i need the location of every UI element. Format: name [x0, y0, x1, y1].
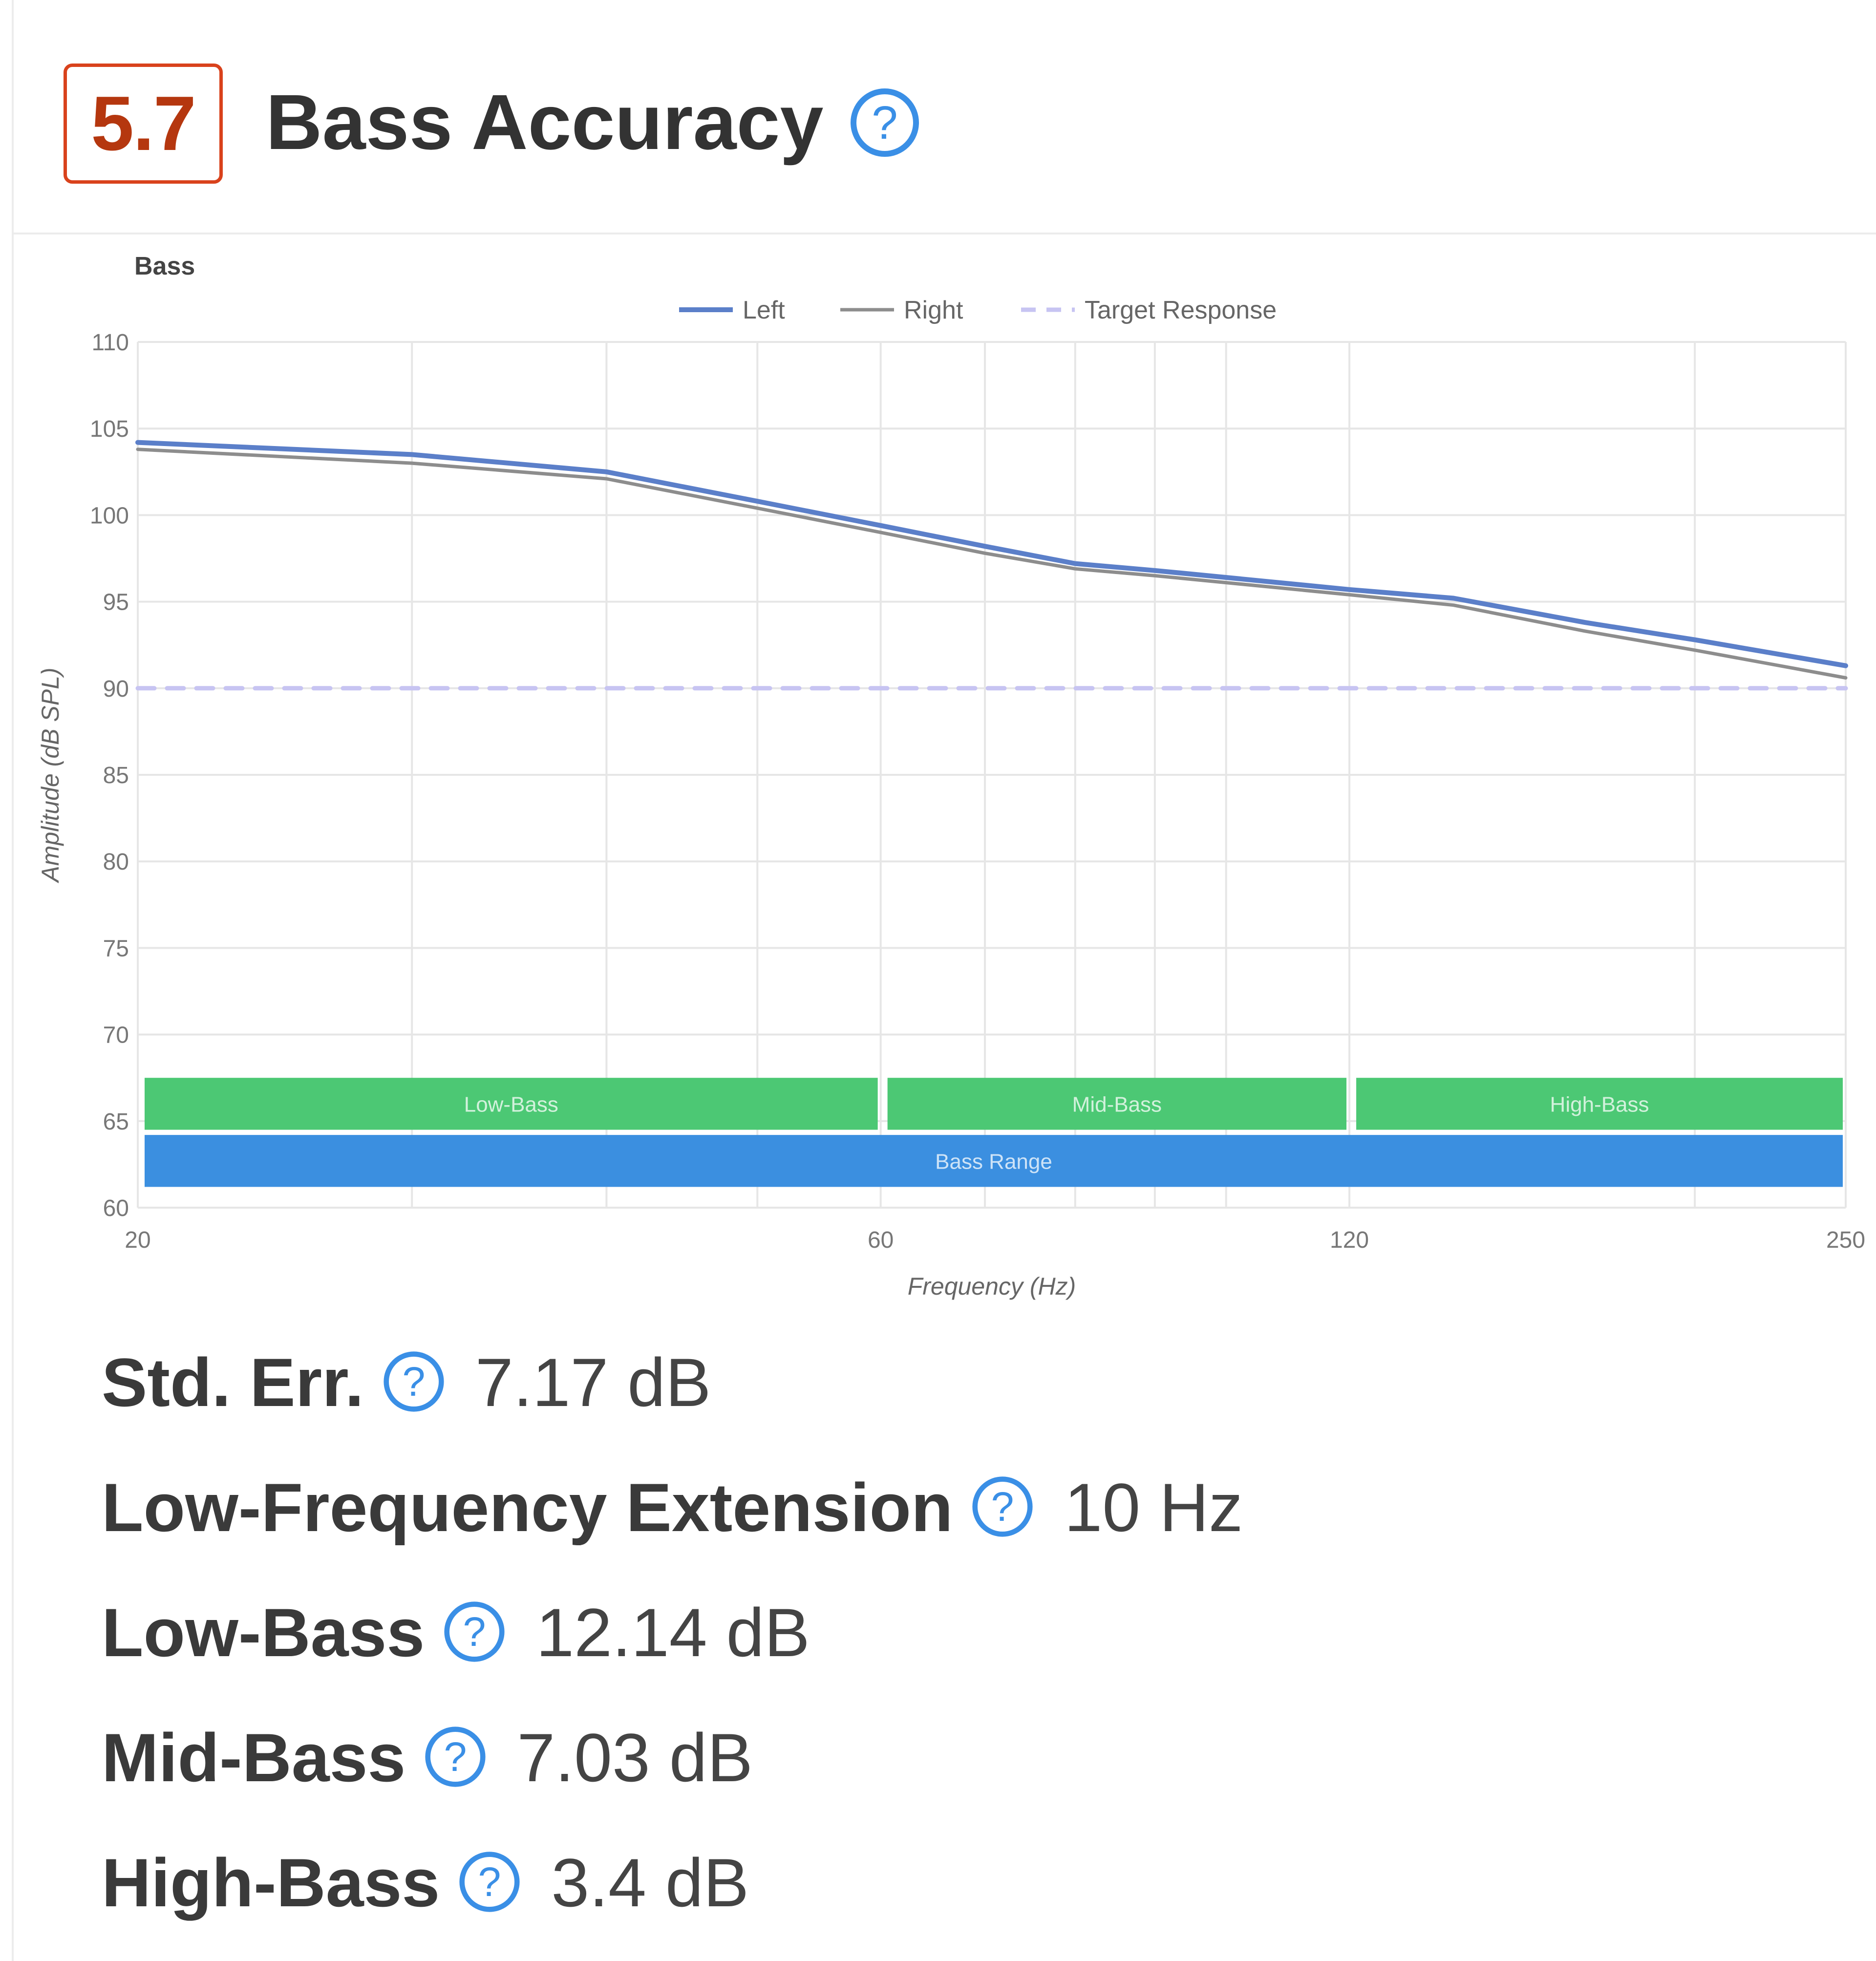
metric-value: 10 Hz — [1064, 1469, 1243, 1546]
frequency-band-label: High-Bass — [1550, 1092, 1649, 1116]
metric-label: Mid-Bass — [102, 1719, 406, 1796]
score-badge: 5.7 — [64, 64, 223, 184]
svg-text:?: ? — [402, 1359, 425, 1405]
metric-label: High-Bass — [102, 1844, 440, 1921]
header-divider — [14, 233, 1876, 234]
frequency-band-label: Mid-Bass — [1072, 1092, 1162, 1116]
question-circle-icon[interactable]: ? — [442, 1599, 507, 1664]
svg-text:?: ? — [463, 1609, 486, 1655]
section-title: Bass Accuracy — [266, 78, 824, 166]
y-tick-label: 60 — [103, 1195, 129, 1221]
question-circle-icon[interactable]: ? — [382, 1349, 446, 1414]
y-axis-label: Amplitude (dB SPL) — [37, 667, 64, 883]
bass-chart-svg: Bass 110 105 100 95 90 85 80 75 70 65 60 20 60 120 250 F… — [37, 252, 1865, 1300]
y-tick-label: 100 — [90, 503, 129, 529]
frequency-band — [145, 1135, 1843, 1187]
frequency-band — [1356, 1078, 1843, 1130]
x-tick-label: 20 — [125, 1227, 150, 1253]
x-axis-label: Frequency (Hz) — [908, 1273, 1076, 1300]
legend-label: Right — [904, 296, 963, 324]
y-tick-label: 110 — [91, 330, 129, 356]
metric-value: 7.03 dB — [517, 1719, 753, 1796]
frequency-band-label: Low-Bass — [464, 1092, 558, 1116]
y-tick-label: 80 — [103, 849, 129, 875]
series-line — [135, 440, 1848, 668]
legend-label: Left — [743, 296, 785, 324]
x-tick-label: 60 — [868, 1227, 894, 1253]
question-circle-icon[interactable]: ? — [457, 1850, 522, 1914]
y-tick-label: 75 — [103, 936, 129, 961]
frequency-band — [887, 1078, 1347, 1130]
left-divider — [12, 0, 14, 1961]
metric-label: Low-Frequency Extension — [102, 1469, 953, 1546]
question-circle-icon[interactable]: ? — [970, 1474, 1035, 1539]
frequency-band-label: Bass Range — [935, 1150, 1052, 1173]
metric-label: Low-Bass — [102, 1594, 425, 1671]
svg-text:?: ? — [991, 1484, 1014, 1530]
svg-text:?: ? — [478, 1859, 501, 1905]
legend-label: Target Response — [1085, 296, 1277, 324]
y-tick-label: 95 — [103, 590, 129, 616]
y-tick-label: 90 — [103, 676, 129, 702]
bass-chart: Bass 110 105 100 95 90 85 80 75 70 65 60 20 60 120 250 F… — [29, 239, 1876, 1329]
metric-value: 7.17 dB — [475, 1344, 711, 1421]
svg-text:?: ? — [444, 1734, 467, 1780]
y-tick-label: 70 — [103, 1023, 129, 1048]
y-tick-label: 105 — [90, 416, 129, 442]
x-tick-label: 250 — [1826, 1227, 1865, 1253]
y-tick-label: 85 — [103, 763, 129, 789]
question-circle-icon[interactable]: ? — [423, 1725, 488, 1789]
metric-value: 3.4 dB — [551, 1844, 749, 1921]
series-line — [136, 448, 1848, 680]
y-tick-label: 65 — [103, 1109, 129, 1135]
metric-label: Std. Err. — [102, 1344, 364, 1421]
x-tick-label: 120 — [1330, 1227, 1369, 1253]
frequency-band — [145, 1078, 878, 1130]
svg-text:?: ? — [872, 97, 897, 149]
chart-title: Bass — [134, 252, 195, 280]
metric-value: 12.14 dB — [536, 1594, 810, 1671]
question-circle-icon[interactable]: ? — [848, 86, 921, 159]
